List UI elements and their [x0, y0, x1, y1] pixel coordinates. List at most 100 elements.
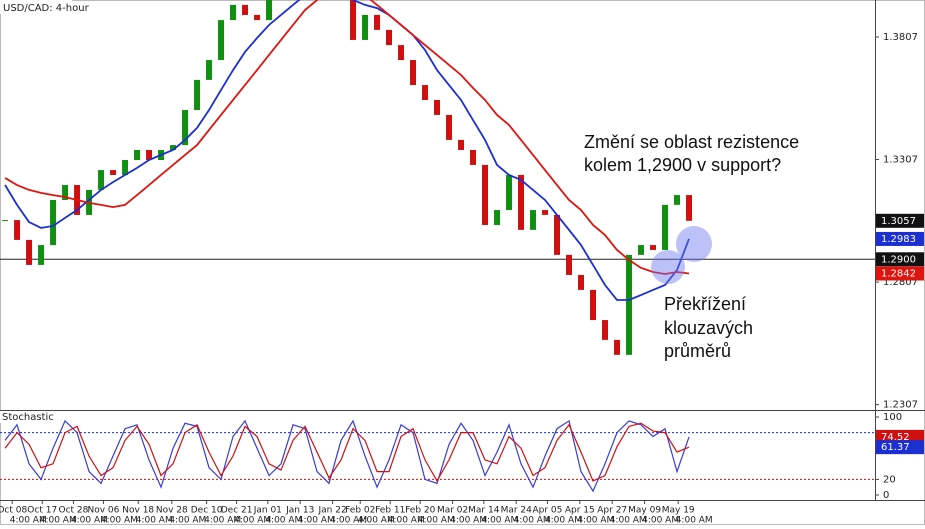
x-tick-label: Jan 22 — [318, 506, 347, 516]
highlight-circle — [676, 226, 712, 262]
candle — [98, 170, 105, 190]
time-label: 4:00 AM — [169, 516, 206, 526]
annotation: Překřížení — [664, 294, 746, 314]
title-bg — [0, 411, 44, 423]
y-tick-label: 1.3307 — [883, 155, 918, 166]
highlight-circle — [651, 250, 685, 284]
x-tick-label: May 09 — [628, 506, 661, 516]
candle — [494, 210, 501, 225]
candle — [470, 149, 477, 165]
candle — [674, 195, 681, 205]
x-tick-label: Apr 27 — [597, 506, 627, 516]
time-label: 4:00 AM — [358, 516, 395, 526]
candle — [170, 145, 177, 150]
candle — [62, 185, 69, 200]
time-label: 4:00 AM — [388, 516, 425, 526]
price-marker — [876, 252, 924, 267]
price-marker — [876, 231, 924, 246]
time-label: 4:00 AM — [10, 516, 47, 526]
candle — [182, 110, 189, 146]
title-bg — [0, 0, 72, 14]
candle — [254, 14, 261, 21]
x-tick-label: Nov 18 — [122, 506, 154, 516]
candle — [410, 60, 417, 86]
time-label: 4:00 AM — [450, 516, 487, 526]
candle — [422, 85, 429, 100]
price-marker-label: 74.52 — [881, 432, 910, 443]
y-tick-label: 1.3807 — [883, 32, 918, 43]
candle — [686, 195, 693, 221]
candle — [590, 289, 597, 321]
candle — [350, 0, 357, 40]
candle — [554, 214, 561, 255]
annotation: Změní se oblast rezistence — [584, 132, 799, 152]
time-label: 4:00 AM — [71, 516, 108, 526]
time-label: 4:00 AM — [577, 516, 614, 526]
panel-title: Stochastic — [2, 412, 54, 423]
x-tick-label: Oct 17 — [27, 506, 57, 516]
time-label: 4:00 AM — [545, 516, 582, 526]
candle — [26, 239, 33, 265]
candle — [638, 245, 645, 255]
candle — [458, 139, 465, 150]
price-marker-label: 1.3057 — [881, 216, 916, 227]
time-label: 4:00 AM — [514, 516, 551, 526]
candle — [578, 274, 585, 290]
candle — [386, 29, 393, 46]
time-label: 4:00 AM — [298, 516, 335, 526]
x-tick-label: May 19 — [662, 506, 695, 516]
time-label: 4:00 AM — [136, 516, 173, 526]
candle — [518, 174, 525, 230]
price-marker — [876, 213, 924, 228]
series-line — [4, 419, 690, 493]
x-tick-label: Feb 02 — [345, 506, 375, 516]
candle — [218, 20, 225, 61]
candle — [122, 160, 129, 175]
candle — [362, 14, 369, 40]
candle — [434, 99, 441, 115]
candle — [2, 220, 9, 222]
time-label: 4:00 AM — [101, 516, 138, 526]
candle — [242, 4, 249, 15]
candle — [206, 60, 213, 80]
candle — [398, 45, 405, 61]
candle — [266, 0, 273, 21]
x-tick-label: Jan 13 — [285, 506, 314, 516]
x-tick-label: Apr 15 — [565, 506, 595, 516]
time-label: 4:00 AM — [481, 516, 518, 526]
series-line — [4, 0, 690, 301]
x-tick-label: Mar 02 — [437, 506, 468, 516]
x-tick-label: Feb 20 — [405, 506, 436, 516]
time-label: 4:00 AM — [234, 516, 271, 526]
price-marker — [876, 266, 924, 281]
annotation: průměrů — [664, 341, 731, 361]
time-label: 4:00 AM — [330, 516, 367, 526]
y-tick-label: 0 — [883, 490, 889, 501]
candle — [446, 114, 453, 140]
candle — [50, 199, 57, 246]
price-marker-label: 1.2900 — [881, 254, 916, 265]
candle — [662, 204, 669, 250]
candle — [542, 210, 549, 215]
x-tick-label: Oct 08 — [0, 506, 27, 516]
x-tick-label: Mar 24 — [501, 506, 533, 516]
candle — [650, 245, 657, 250]
time-label: 4:00 AM — [204, 516, 241, 526]
candle — [134, 149, 141, 161]
time-label: 4:00 AM — [676, 516, 713, 526]
candle — [614, 339, 621, 355]
candle — [38, 245, 45, 265]
annotation: kolem 1,2900 v support? — [584, 155, 781, 175]
x-tick-label: Nov 06 — [87, 506, 119, 516]
candle — [230, 4, 237, 21]
candle — [146, 149, 153, 161]
y-tick-label: 1.2807 — [883, 277, 918, 288]
price-marker — [876, 440, 924, 455]
time-label: 4:00 AM — [610, 516, 647, 526]
candle — [566, 254, 573, 275]
time-label: 4:00 AM — [40, 516, 77, 526]
candle — [626, 254, 633, 355]
candle — [110, 170, 117, 175]
